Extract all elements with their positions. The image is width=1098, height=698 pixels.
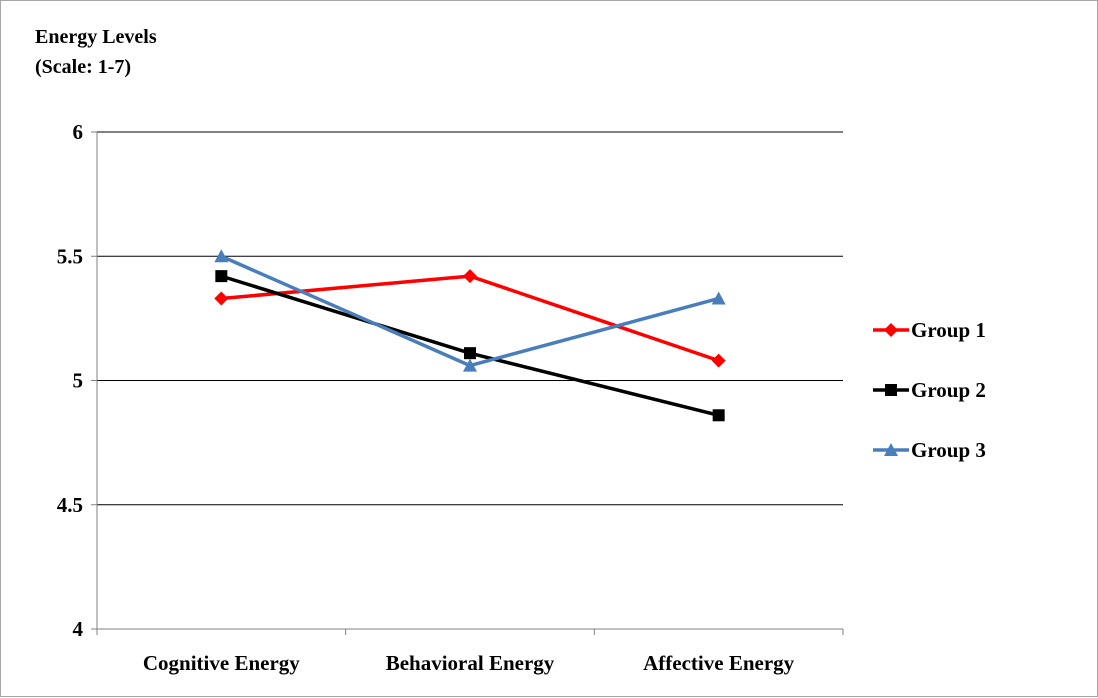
data-point-marker: [214, 249, 229, 263]
data-point-marker: [463, 358, 477, 372]
y-axis-label-line-2: (Scale: 1-7): [35, 56, 131, 78]
legend-item-2: Group 2: [873, 378, 986, 402]
data-point-marker: [463, 269, 477, 284]
data-point-marker: [884, 443, 898, 456]
series-lines: [214, 249, 726, 422]
y-axis-label-line-1: Energy Levels: [35, 26, 157, 48]
series-2: [215, 270, 725, 422]
x-tick-labels: Cognitive Energy Behavioral Energy Affecti…: [143, 651, 795, 675]
axes: [91, 131, 844, 635]
y-tick-label: 5: [73, 369, 84, 393]
legend-label: Group 1: [911, 318, 986, 342]
legend: Group 1 Group 2 Group 3: [873, 318, 986, 462]
y-tick-label: 5.5: [57, 244, 83, 268]
legend-label: Group 2: [911, 378, 986, 402]
data-point-marker: [214, 291, 229, 306]
x-tick-label: Behavioral Energy: [386, 651, 555, 675]
data-point-marker: [885, 384, 897, 396]
y-tick-label: 4.5: [57, 493, 83, 517]
legend-item-3: Group 3: [873, 438, 986, 462]
y-axis-label: Energy Levels (Scale: 1-7): [35, 26, 157, 78]
legend-item-1: Group 1: [873, 318, 986, 342]
x-tick-label: Cognitive Energy: [143, 651, 300, 675]
y-tick-label: 4: [73, 617, 84, 641]
data-point-marker: [464, 347, 476, 360]
data-point-marker: [884, 323, 898, 337]
series-3: [214, 249, 726, 372]
y-tick-labels: 4 4.5 5 5.5 6: [57, 120, 84, 641]
legend-label: Group 3: [911, 438, 986, 462]
series-line: [220, 274, 720, 417]
data-point-marker: [711, 353, 726, 368]
data-point-marker: [711, 291, 726, 305]
y-tick-label: 6: [73, 120, 84, 144]
data-point-marker: [712, 409, 725, 422]
gridlines: [97, 131, 843, 506]
x-tick-label: Affective Energy: [643, 651, 795, 675]
data-point-marker: [215, 270, 228, 283]
